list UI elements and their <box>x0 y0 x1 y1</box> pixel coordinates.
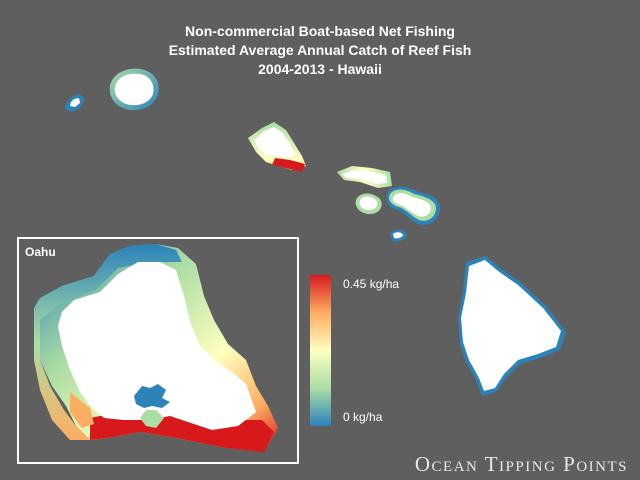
island-lanai <box>355 193 382 215</box>
title-line-2: Estimated Average Annual Catch of Reef F… <box>168 42 472 58</box>
oahu-inset-frame <box>17 237 299 464</box>
island-oahu <box>248 122 306 172</box>
island-niihau <box>65 94 85 112</box>
inset-label: Oahu <box>25 245 56 259</box>
title-line-1: Non-commercial Boat-based Net Fishing <box>185 23 455 39</box>
island-kahoolawe <box>390 229 407 242</box>
island-hawaii <box>458 256 566 396</box>
oahu-inset-map <box>34 244 278 452</box>
island-maui <box>386 186 440 226</box>
legend-max-label: 0.45 kg/ha <box>343 277 400 291</box>
island-kauai <box>109 68 159 111</box>
brand-logo-text: Ocean Tipping Points <box>414 452 628 476</box>
island-molokai <box>337 166 392 188</box>
map-title: Non-commercial Boat-based Net Fishing Es… <box>0 22 640 79</box>
title-line-3: 2004-2013 - Hawaii <box>258 61 382 77</box>
color-scale-bar <box>310 275 331 426</box>
legend-min-label: 0 kg/ha <box>343 410 383 424</box>
